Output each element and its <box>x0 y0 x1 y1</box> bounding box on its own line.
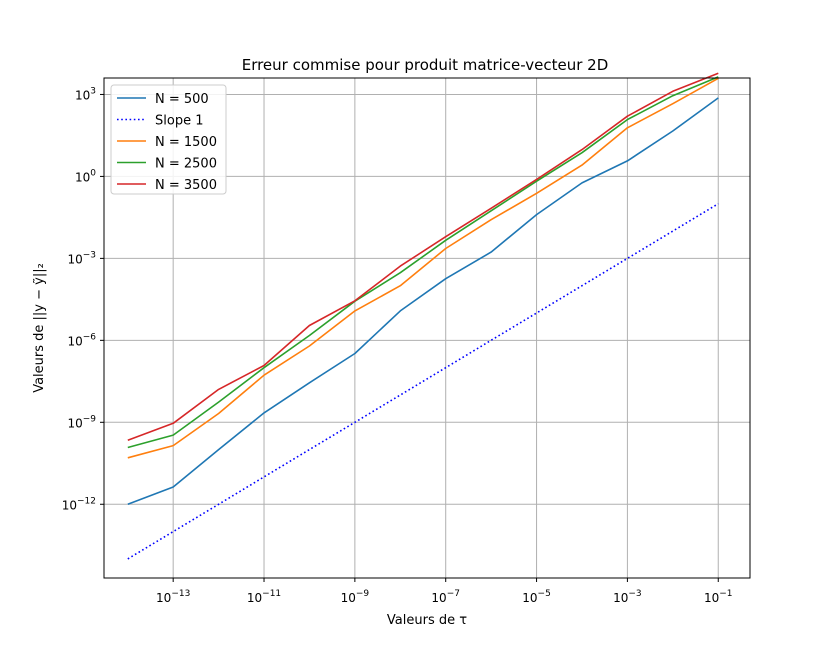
legend-entry-label: N = 2500 <box>155 157 217 172</box>
tick-label-exponent: −9 <box>83 414 97 424</box>
series-line-n-1500 <box>127 77 719 459</box>
tick-label-base: 10 <box>704 591 719 605</box>
x-tick-label: 10−5 <box>522 589 551 605</box>
x-axis-label: Valeurs de τ <box>387 613 467 628</box>
series-line-n-3500 <box>127 72 719 442</box>
tick-label-exponent: −13 <box>171 589 190 599</box>
legend-entry-label: Slope 1 <box>155 114 203 129</box>
x-tick-label: 10−3 <box>613 589 642 605</box>
tick-label-exponent: 3 <box>90 86 96 96</box>
tick-label-base: 10 <box>75 170 90 184</box>
tick-label-base: 10 <box>613 591 628 605</box>
x-tick-label: 10−1 <box>704 589 733 605</box>
legend-entry-label: N = 1500 <box>155 135 217 150</box>
legend: N = 500 Slope 1 N = 1500 N = 2500 N = 3500 <box>110 84 227 195</box>
legend-entry-label: N = 500 <box>155 92 209 107</box>
y-tick-label: 10−3 <box>67 250 96 266</box>
x-tick-label: 10−9 <box>341 589 370 605</box>
tick-label-exponent: −6 <box>83 332 97 342</box>
x-tick-label: 10−13 <box>156 589 190 605</box>
y-tick-label: 100 <box>75 168 96 184</box>
tick-label-exponent: −7 <box>447 589 460 599</box>
y-axis-label: Valeurs de ||y − ỹ||₂ <box>32 263 47 393</box>
series-line-n-2500 <box>127 76 719 449</box>
plot-area <box>127 72 719 560</box>
chart-title: Erreur commise pour produit matrice-vect… <box>242 56 609 74</box>
tick-label-base: 10 <box>67 252 82 266</box>
legend-box <box>110 84 227 195</box>
axes-frame <box>103 77 751 579</box>
x-tick-label: 10−11 <box>247 589 281 605</box>
tick-label-base: 10 <box>156 591 171 605</box>
y-tick-label: 10−12 <box>62 496 96 512</box>
series-line-slope-1 <box>127 203 719 560</box>
tick-label-base: 10 <box>341 591 356 605</box>
x-tick-label: 10−7 <box>431 589 460 605</box>
y-tick-label: 10−9 <box>67 414 96 430</box>
tick-label-base: 10 <box>62 498 77 512</box>
tick-label-base: 10 <box>431 591 446 605</box>
tick-label-base: 10 <box>67 334 82 348</box>
tick-label-exponent: 0 <box>90 168 96 178</box>
tick-label-base: 10 <box>67 416 82 430</box>
tick-label-base: 10 <box>522 591 537 605</box>
tick-label-base: 10 <box>247 591 262 605</box>
tick-label-exponent: −1 <box>719 589 732 599</box>
y-tick-label: 103 <box>75 86 96 102</box>
legend-entry-label: N = 3500 <box>155 178 217 193</box>
tick-label-exponent: −12 <box>77 496 96 506</box>
tick-label-exponent: −9 <box>356 589 370 599</box>
series-line-n-500 <box>127 97 719 506</box>
tick-label-exponent: −11 <box>262 589 281 599</box>
tick-label-base: 10 <box>75 88 90 102</box>
x-axis-ticks: 10−13 10−11 10−9 10−7 10−5 10−3 10−1 <box>156 578 733 605</box>
y-tick-label: 10−6 <box>67 332 96 348</box>
tick-label-exponent: −3 <box>83 250 96 260</box>
tick-label-exponent: −3 <box>628 589 641 599</box>
tick-label-exponent: −5 <box>538 589 551 599</box>
